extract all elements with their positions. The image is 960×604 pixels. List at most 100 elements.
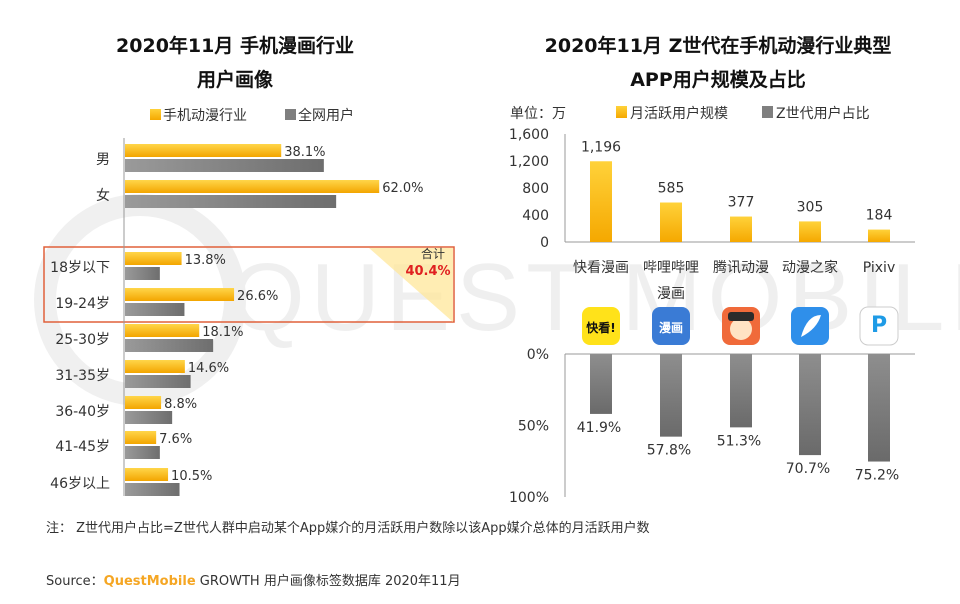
bar-all (125, 411, 173, 424)
dongmanzhijia-icon (791, 307, 829, 345)
age-highlight-box: 合计 40.4% (43, 246, 455, 323)
legend-swatch-industry (150, 109, 161, 120)
bar-all (125, 267, 160, 280)
right-title-line2: APP用户规模及占比 (630, 68, 806, 91)
highlight-value: 40.4% (405, 264, 450, 279)
category-label: 18岁以下 (50, 260, 110, 276)
bar-mau (590, 161, 612, 242)
right-legend: 月活跃用户规模 Z世代用户占比 (616, 105, 870, 122)
category-label: 女 (96, 187, 110, 204)
icon-glyph: 漫画 (659, 320, 683, 335)
category-label: 19-24岁 (55, 296, 110, 312)
bar-all (125, 483, 180, 496)
bar-mau (730, 216, 752, 242)
footnote: 注： Z世代用户占比=Z世代人群中启动某个App媒介的月活跃用户数除以该App媒… (46, 520, 650, 536)
pixiv-icon: P (859, 306, 899, 346)
data-label-industry: 18.1% (202, 325, 243, 340)
icon-face (730, 318, 752, 340)
y-tick-label: 800 (522, 181, 549, 197)
bar-industry (125, 252, 182, 265)
legend-label-all: 全网用户 (298, 107, 354, 124)
data-label-genz: 51.3% (717, 433, 761, 449)
left-title-line2: 用户画像 (197, 68, 274, 91)
bar-industry (125, 288, 235, 301)
y-tick-label: 0% (527, 347, 549, 363)
y-tick-label: 50% (518, 419, 549, 435)
bar-all (125, 375, 191, 388)
bar-industry (125, 396, 162, 409)
data-label-industry: 14.6% (188, 361, 229, 376)
data-label-mau: 585 (658, 181, 685, 197)
data-label-genz: 41.9% (577, 420, 621, 436)
bar-all (125, 339, 214, 352)
app-label: 动漫之家 (782, 259, 838, 276)
category-label: 男 (96, 152, 110, 168)
data-label-genz: 75.2% (855, 468, 899, 484)
source-prefix: Source： (46, 574, 104, 589)
kuaikan-icon: 快看! (582, 307, 620, 345)
icon-bg (859, 306, 899, 346)
data-label-industry: 13.8% (185, 253, 226, 268)
data-label-mau: 377 (728, 195, 755, 211)
bilibili-manhua-icon: 漫画 (652, 307, 690, 345)
bar-industry (125, 180, 380, 193)
bar-genz (730, 354, 752, 428)
data-label-mau: 305 (797, 199, 824, 215)
data-label-industry: 62.0% (382, 181, 423, 196)
right-title-line1: 2020年11月 Z世代在手机动漫行业典型 (545, 34, 892, 57)
bar-mau (660, 202, 682, 242)
highlight-corner (369, 248, 453, 322)
category-label: 46岁以上 (50, 476, 110, 492)
category-label: 25-30岁 (55, 332, 110, 348)
data-label-genz: 70.7% (786, 461, 830, 477)
legend-label-industry: 手机动漫行业 (163, 108, 247, 124)
bar-all (125, 195, 337, 208)
bar-mau (799, 221, 821, 242)
legend-swatch-mau (616, 106, 627, 118)
category-label: 41-45岁 (55, 439, 110, 455)
source-rest: GROWTH 用户画像标签数据库 2020年11月 (196, 573, 461, 589)
icon-wing (801, 315, 821, 337)
tencent-dongman-icon (722, 307, 760, 345)
bar-genz (799, 354, 821, 456)
left-legend: 手机动漫行业 全网用户 (150, 107, 354, 124)
app-label: 腾讯动漫 (713, 259, 769, 276)
app-label-line2: 漫画 (657, 286, 685, 302)
icon-glyph: 快看! (586, 320, 615, 335)
bar-industry (125, 324, 200, 337)
y-tick-label: 1,200 (509, 154, 549, 170)
data-label-industry: 38.1% (284, 145, 325, 160)
bar-industry (125, 431, 157, 444)
app-label: 快看漫画 (573, 260, 629, 276)
category-label: 36-40岁 (55, 404, 110, 420)
left-title-line1: 2020年11月 手机漫画行业 (116, 34, 354, 57)
data-label-mau: 1,196 (581, 139, 621, 155)
category-label: 31-35岁 (55, 368, 110, 384)
bar-industry (125, 468, 169, 481)
y-tick-label: 400 (522, 208, 549, 224)
bar-all (125, 303, 185, 316)
app-label: Pixiv (863, 260, 895, 276)
data-label-mau: 184 (866, 208, 893, 224)
icon-hat (728, 312, 754, 321)
bar-industry (125, 360, 185, 373)
legend-swatch-genz (762, 106, 773, 118)
app-label: 哔哩哔哩 (643, 260, 699, 276)
legend-swatch-all (285, 109, 296, 120)
icon-bg (582, 307, 620, 345)
y-tick-label: 1,600 (509, 127, 549, 143)
source-brand: QuestMobile (104, 574, 196, 589)
bar-all (125, 159, 324, 172)
data-label-industry: 26.6% (237, 289, 278, 304)
bar-genz (868, 354, 890, 462)
source-line: Source：QuestMobile GROWTH 用户画像标签数据库 2020… (46, 573, 461, 589)
bar-all (125, 446, 160, 459)
bar-genz (590, 354, 612, 414)
icon-glyph: P (871, 313, 887, 338)
data-label-genz: 57.8% (647, 443, 691, 459)
legend-label-mau: 月活跃用户规模 (630, 105, 728, 122)
legend-label-genz: Z世代用户占比 (776, 105, 870, 122)
y-tick-label: 100% (509, 490, 549, 506)
highlight-label: 合计 (421, 246, 445, 261)
right-unit: 单位：万 (510, 106, 566, 122)
